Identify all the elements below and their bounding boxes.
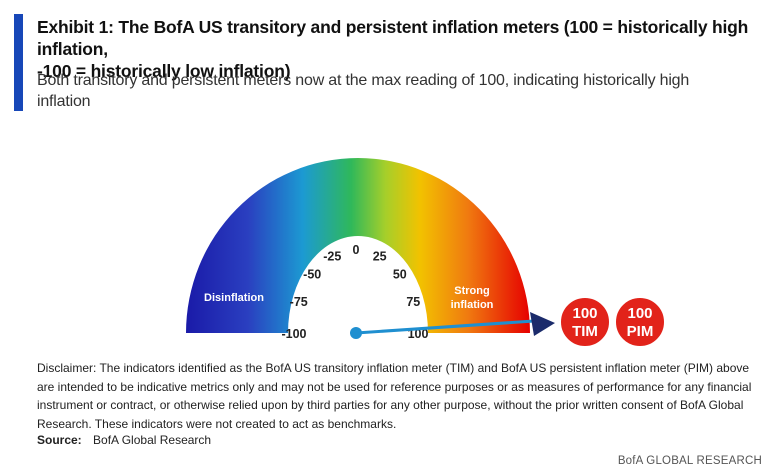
gauge-tick-label: -25 — [323, 249, 341, 263]
disclaimer-line-3: instrument or contract, or otherwise rel… — [37, 398, 744, 412]
disclaimer-line-2: are intended to be indicative metrics on… — [37, 379, 752, 394]
needle-arrowhead — [530, 312, 555, 336]
subtitle-line-2: inflation — [37, 93, 91, 110]
disclaimer-text: Disclaimer: The indicators identified as… — [37, 359, 762, 433]
gauge-tick-label: 75 — [406, 295, 420, 309]
exhibit-title: Exhibit 1: The BofA US transitory and pe… — [37, 16, 767, 82]
pim-label: PIM — [627, 323, 654, 340]
gauge-needle — [355, 319, 535, 335]
band-label-strong: Strong — [454, 285, 489, 297]
gauge-tick-label: 25 — [373, 249, 387, 263]
tim-badge: 100 TIM — [559, 296, 611, 348]
source-text: BofA Global Research — [93, 433, 212, 447]
footer-brand: BofA GLOBAL RESEARCH — [617, 455, 762, 467]
tim-label: TIM — [572, 323, 598, 340]
gauge-tick-label: 0 — [353, 243, 360, 257]
gauge-tick-label: -75 — [290, 295, 308, 309]
gauge-tick-label: 50 — [393, 268, 407, 282]
gauge-arc — [186, 158, 530, 333]
exhibit-subtitle: Both transitory and persistent meters no… — [37, 70, 767, 112]
title-line-1: Exhibit 1: The BofA US transitory and pe… — [37, 17, 749, 59]
pim-badge: 100 PIM — [614, 296, 666, 348]
disclaimer-line-4: Research. These indicators were not crea… — [37, 416, 397, 431]
disclaimer-line-1: Disclaimer: The indicators identified as… — [37, 361, 750, 375]
tim-value: 100 — [572, 305, 597, 322]
band-label-inflation: inflation — [451, 299, 494, 311]
source-label: Source: — [37, 433, 82, 447]
source-note: Source: BofA Global Research — [37, 433, 211, 447]
subtitle-line-1: Both transitory and persistent meters no… — [37, 72, 690, 89]
pim-value: 100 — [627, 305, 652, 322]
accent-bar — [14, 14, 23, 111]
gauge-tick-label: -50 — [303, 268, 321, 282]
title-line-2: -100 = historically low inflation) — [37, 61, 291, 81]
gauge-tick-label: -100 — [281, 327, 306, 341]
needle-pivot — [350, 327, 362, 339]
band-label-disinflation: Disinflation — [204, 292, 264, 304]
